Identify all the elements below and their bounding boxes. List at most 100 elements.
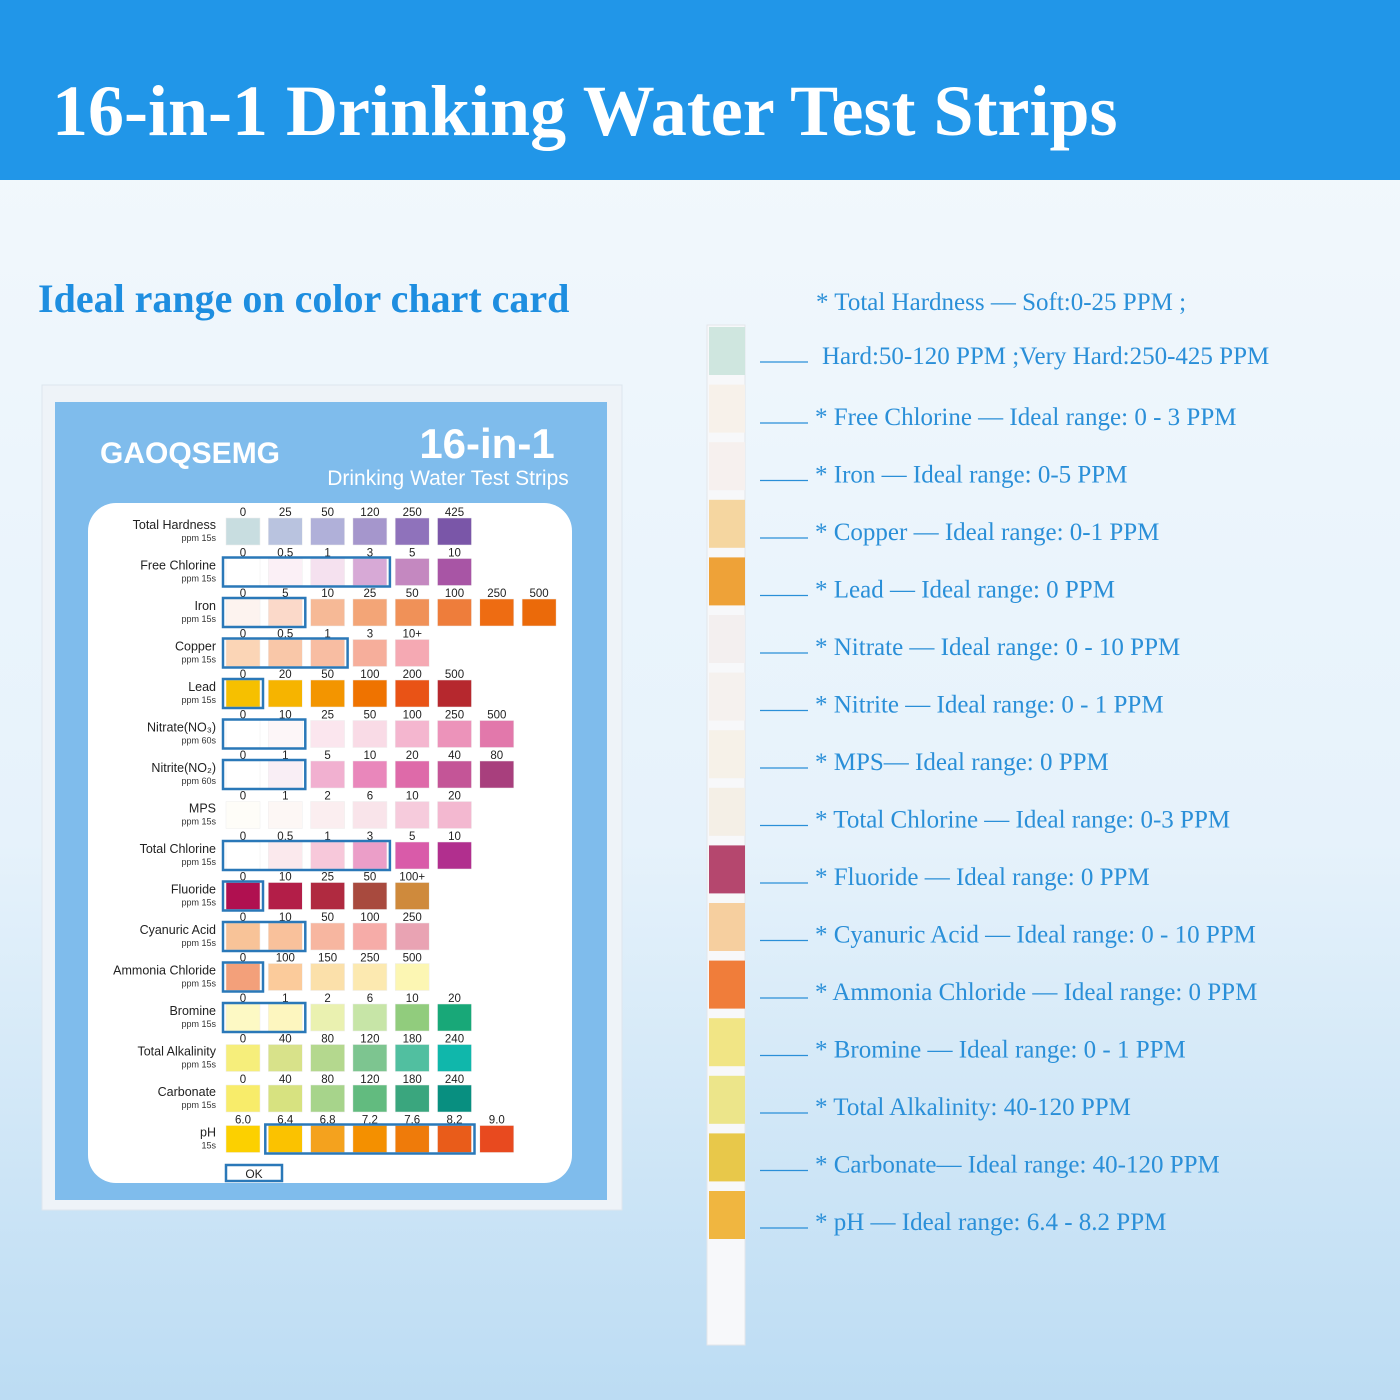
swatch bbox=[394, 679, 430, 708]
level-label: 3 bbox=[367, 548, 373, 560]
level-label: 100 bbox=[445, 588, 464, 600]
swatch bbox=[394, 598, 430, 627]
swatch bbox=[268, 1003, 303, 1032]
swatch bbox=[437, 1125, 472, 1153]
swatch bbox=[268, 1125, 303, 1153]
level-label: 180 bbox=[403, 1074, 422, 1086]
strip-pad bbox=[709, 903, 745, 951]
level-label: 40 bbox=[448, 750, 461, 762]
swatch bbox=[225, 720, 261, 748]
level-label: 10 bbox=[321, 588, 334, 600]
strip-pad bbox=[709, 672, 745, 721]
level-label: 80 bbox=[490, 750, 503, 762]
row-name: Carbonate bbox=[158, 1085, 216, 1099]
swatch bbox=[437, 720, 472, 748]
row-unit: 15s bbox=[201, 1141, 216, 1151]
swatch bbox=[394, 963, 430, 991]
level-label: 100+ bbox=[399, 872, 425, 884]
row-name: Total Alkalinity bbox=[137, 1045, 216, 1059]
swatch bbox=[394, 1125, 430, 1153]
strip-note: * Carbonate— Ideal range: 40-120 PPM bbox=[815, 1152, 1220, 1179]
swatch bbox=[310, 1003, 345, 1032]
swatch bbox=[225, 598, 261, 627]
row-unit: ppm 60s bbox=[181, 736, 216, 746]
level-label: 20 bbox=[448, 791, 461, 803]
swatch bbox=[310, 679, 345, 708]
row-unit: ppm 15s bbox=[181, 1060, 216, 1070]
level-label: 20 bbox=[448, 993, 461, 1005]
level-label: 9.0 bbox=[489, 1115, 505, 1127]
strip-note: * Bromine — Ideal range: 0 - 1 PPM bbox=[815, 1037, 1186, 1064]
row-name: pH bbox=[200, 1126, 216, 1140]
swatch bbox=[225, 1125, 261, 1153]
strip-pad bbox=[709, 557, 745, 606]
level-label: 0 bbox=[240, 831, 246, 843]
level-label: 2 bbox=[324, 993, 330, 1005]
level-label: 0 bbox=[240, 507, 246, 519]
swatch bbox=[310, 639, 345, 667]
row-name: Bromine bbox=[169, 1004, 216, 1018]
swatch bbox=[479, 598, 515, 627]
swatch bbox=[268, 679, 303, 708]
level-label: 50 bbox=[406, 588, 419, 600]
swatch bbox=[352, 841, 388, 870]
swatch bbox=[394, 558, 430, 586]
level-label: 5 bbox=[409, 548, 415, 560]
level-label: 500 bbox=[403, 953, 422, 965]
level-label: 425 bbox=[445, 507, 464, 519]
level-label: 1 bbox=[282, 993, 288, 1005]
swatch bbox=[437, 517, 472, 546]
strip-pad bbox=[709, 1133, 745, 1182]
level-label: 500 bbox=[530, 588, 549, 600]
swatch bbox=[310, 720, 345, 748]
swatch bbox=[394, 517, 430, 546]
swatch bbox=[268, 517, 303, 546]
strip-note: * Iron — Ideal range: 0-5 PPM bbox=[815, 462, 1127, 489]
level-label: 0 bbox=[240, 629, 246, 641]
row-name: Copper bbox=[175, 640, 216, 654]
level-label: 0 bbox=[240, 669, 246, 681]
ideal-box bbox=[221, 596, 307, 629]
level-label: 0 bbox=[240, 710, 246, 722]
swatch bbox=[268, 801, 303, 829]
subtitle: Ideal range on color chart card bbox=[38, 276, 569, 321]
level-label: 0 bbox=[240, 1034, 246, 1046]
swatch bbox=[437, 679, 472, 708]
swatch bbox=[268, 1084, 303, 1113]
level-label: 250 bbox=[360, 953, 379, 965]
swatch bbox=[225, 841, 261, 870]
level-label: 120 bbox=[360, 1034, 379, 1046]
ideal-box bbox=[221, 556, 392, 588]
level-label: 0 bbox=[240, 791, 246, 803]
row-name: Lead bbox=[188, 680, 216, 694]
swatch bbox=[268, 922, 303, 951]
strip-note: * Total Alkalinity: 40-120 PPM bbox=[815, 1094, 1131, 1121]
level-label: 100 bbox=[360, 669, 379, 681]
strip-note: * Copper — Ideal range: 0-1 PPM bbox=[815, 519, 1159, 546]
level-label: 0 bbox=[240, 548, 246, 560]
level-label: 250 bbox=[445, 710, 464, 722]
row-unit: ppm 15s bbox=[181, 857, 216, 867]
level-label: 10 bbox=[406, 791, 419, 803]
swatch bbox=[310, 1125, 345, 1153]
swatch bbox=[225, 963, 261, 991]
level-label: 250 bbox=[403, 912, 422, 924]
row-name: Fluoride bbox=[171, 883, 216, 897]
strip-note: * pH — Ideal range: 6.4 - 8.2 PPM bbox=[815, 1209, 1166, 1236]
swatch bbox=[352, 1044, 388, 1072]
row-unit: ppm 15s bbox=[181, 655, 216, 665]
level-label: 2 bbox=[324, 791, 330, 803]
swatch bbox=[352, 963, 388, 991]
strip-note: * MPS— Ideal range: 0 PPM bbox=[815, 749, 1109, 776]
row-name: Nitrite(NO₂) bbox=[151, 761, 216, 775]
level-label: 25 bbox=[321, 872, 334, 884]
level-label: 5 bbox=[409, 831, 415, 843]
swatch bbox=[352, 882, 388, 910]
strip-note: * Cyanuric Acid — Ideal range: 0 - 10 PP… bbox=[815, 922, 1256, 949]
swatch bbox=[437, 558, 472, 586]
level-label: 0 bbox=[240, 953, 246, 965]
row-unit: ppm 15s bbox=[181, 938, 216, 948]
level-label: 0 bbox=[240, 912, 246, 924]
level-label: 10 bbox=[448, 831, 461, 843]
